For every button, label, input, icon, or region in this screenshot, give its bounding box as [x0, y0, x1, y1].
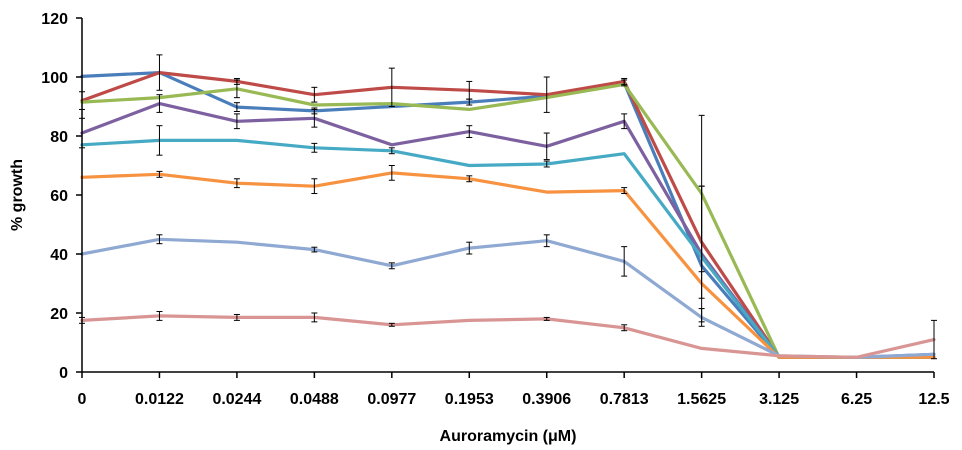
y-tick-label: 60 — [50, 188, 68, 205]
plot-lines — [80, 70, 936, 359]
y-tick-label: 80 — [50, 129, 68, 146]
x-tick-label: 0 — [78, 391, 87, 408]
x-tick-label: 1.5625 — [677, 391, 726, 408]
x-tick-label: 12.5 — [918, 391, 949, 408]
x-tick-label: 0.0244 — [212, 391, 261, 408]
series-line-8 — [80, 314, 936, 359]
y-axis-title: % growth — [9, 159, 26, 231]
x-axis-title: Auroramycin (μM) — [440, 428, 577, 445]
x-tick-label: 0.0977 — [367, 391, 416, 408]
series-line-5 — [80, 138, 936, 359]
y-tick-label: 100 — [41, 70, 68, 87]
x-ticks: 0 0.0122 0.0244 0.0488 0.0977 0.1953 0.3906 0.7… — [78, 372, 950, 408]
y-tick-label: 0 — [59, 365, 68, 382]
x-tick-label: 0.3906 — [522, 391, 571, 408]
x-tick-label: 0.0122 — [135, 391, 184, 408]
y-tick-label: 20 — [50, 306, 68, 323]
series-line-6 — [80, 171, 936, 359]
x-tick-label: 3.125 — [759, 391, 799, 408]
x-tick-label: 0.7813 — [600, 391, 649, 408]
y-tick-label: 120 — [41, 11, 68, 28]
series-line-7 — [80, 237, 936, 359]
x-tick-label: 0.0488 — [290, 391, 339, 408]
y-ticks: 0 20 40 60 80 100 120 — [41, 11, 82, 382]
x-tick-label: 0.1953 — [445, 391, 494, 408]
error-bars — [79, 54, 937, 360]
x-tick-label: 6.25 — [841, 391, 872, 408]
y-tick-label: 40 — [50, 247, 68, 264]
